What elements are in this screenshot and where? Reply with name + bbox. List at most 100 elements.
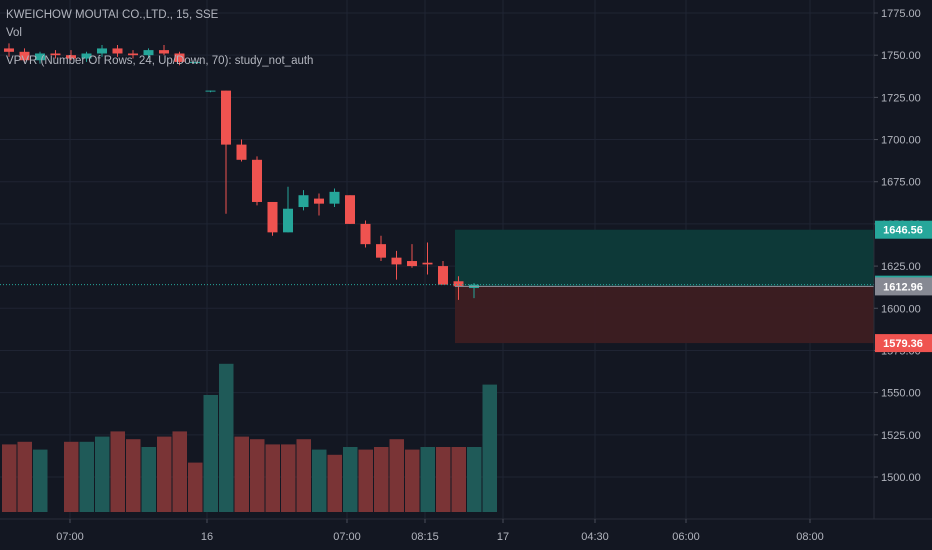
candle-body [190, 61, 200, 63]
candle [35, 51, 45, 64]
candle [4, 43, 14, 57]
price-axis-label: 1500.00 [881, 472, 921, 484]
candle-body [4, 48, 14, 52]
candle-body [391, 257, 402, 265]
candle-body [221, 90, 231, 145]
candle-body [407, 261, 417, 267]
candle [391, 250, 402, 280]
time-axis-label: 08:15 [411, 531, 439, 543]
candle [283, 186, 293, 233]
volume-bar [79, 441, 94, 512]
candle-body [236, 144, 247, 160]
price-tag-entry: 1612.96 [875, 277, 932, 296]
candle [360, 220, 371, 248]
candle-body [252, 159, 262, 202]
volume-bar [343, 447, 358, 512]
candle [81, 51, 92, 62]
volume-bar [110, 431, 125, 512]
candle [128, 50, 138, 59]
price-tag-background [875, 277, 932, 296]
candle [376, 235, 386, 262]
candle-body [66, 55, 76, 59]
price-axis-label: 1775.00 [881, 8, 921, 20]
candle [190, 61, 200, 64]
candle [97, 45, 107, 57]
volume-bar [172, 431, 187, 512]
time-axis[interactable]: 07:00 16 07:00 08:15 17 04:30 06:00 08:00 [0, 518, 932, 543]
candle [298, 190, 309, 211]
price-axis-label: 1625.00 [881, 261, 921, 273]
volume-bars [2, 363, 497, 512]
price-axis-label: 1550.00 [881, 388, 921, 400]
volume-bar [64, 441, 79, 512]
candle-body [298, 195, 309, 208]
candle [345, 195, 355, 224]
volume-bar [482, 384, 497, 512]
candle [252, 156, 262, 206]
volume-bar [358, 449, 373, 512]
candle [314, 193, 324, 216]
volume-bar [405, 449, 420, 512]
volume-bar [451, 447, 466, 512]
volume-bar [141, 447, 156, 512]
candle [236, 139, 247, 162]
candle [407, 244, 417, 268]
volume-bar [17, 441, 32, 512]
candle-body [81, 53, 92, 59]
profit-zone [455, 229, 874, 287]
price-axis-label: 1675.00 [881, 177, 921, 189]
volume-bar [327, 454, 342, 512]
candle [329, 188, 340, 208]
symbol-legend[interactable]: KWEICHOW MOUTAI CO.,LTD., 15, SSE [6, 9, 219, 21]
volume-bar [374, 447, 389, 512]
vpvr-legend[interactable]: VPVR (Number Of Rows, 24, Up/Down, 70): … [6, 55, 314, 67]
candle [438, 261, 448, 285]
volume-bar [281, 444, 296, 512]
candle-body [267, 201, 278, 233]
candlesticks[interactable] [4, 43, 479, 300]
volume-bar [95, 436, 110, 512]
volume-bar [33, 449, 48, 512]
candle-body [314, 198, 324, 204]
volume-bar [265, 444, 280, 512]
volume-legend[interactable]: Vol [6, 27, 22, 39]
candle [66, 50, 76, 61]
candle-body [345, 195, 355, 224]
price-tag-label: 1612.96 [883, 281, 923, 293]
candle-body [19, 51, 30, 61]
candle [112, 45, 123, 57]
time-axis-label: 08:00 [796, 531, 824, 543]
volume-bar [157, 436, 172, 512]
candle-body [35, 53, 45, 61]
candle-body [283, 208, 293, 233]
time-axis-label: 16 [201, 531, 213, 543]
candle-body [376, 244, 386, 258]
volume-bar [2, 444, 17, 512]
candle-body [50, 53, 61, 56]
time-axis-label: 06:00 [672, 531, 700, 543]
volume-bar [234, 436, 249, 512]
candle-body [422, 262, 433, 265]
candle-body [360, 223, 371, 245]
candle [50, 50, 61, 59]
candle-body [453, 281, 464, 287]
time-axis-label: 07:00 [333, 531, 361, 543]
candle-body [205, 90, 216, 92]
price-tag-label: 1646.56 [883, 225, 923, 237]
volume-bar [126, 439, 141, 512]
candle-body [143, 50, 154, 56]
candle [221, 90, 231, 214]
price-axis-label: 1750.00 [881, 50, 921, 62]
price-tag-background [875, 220, 932, 239]
price-axis-label: 1725.00 [881, 92, 921, 104]
volume-bar [312, 449, 327, 512]
price-axis-label: 1525.00 [881, 430, 921, 442]
candle-body [112, 48, 123, 54]
candle-body [128, 53, 138, 56]
price-tag-label: 1579.36 [883, 338, 923, 350]
time-axis-label: 04:30 [581, 531, 609, 543]
time-axis-label: 17 [497, 531, 509, 543]
volume-bar [389, 439, 404, 512]
volume-bar [436, 447, 451, 512]
